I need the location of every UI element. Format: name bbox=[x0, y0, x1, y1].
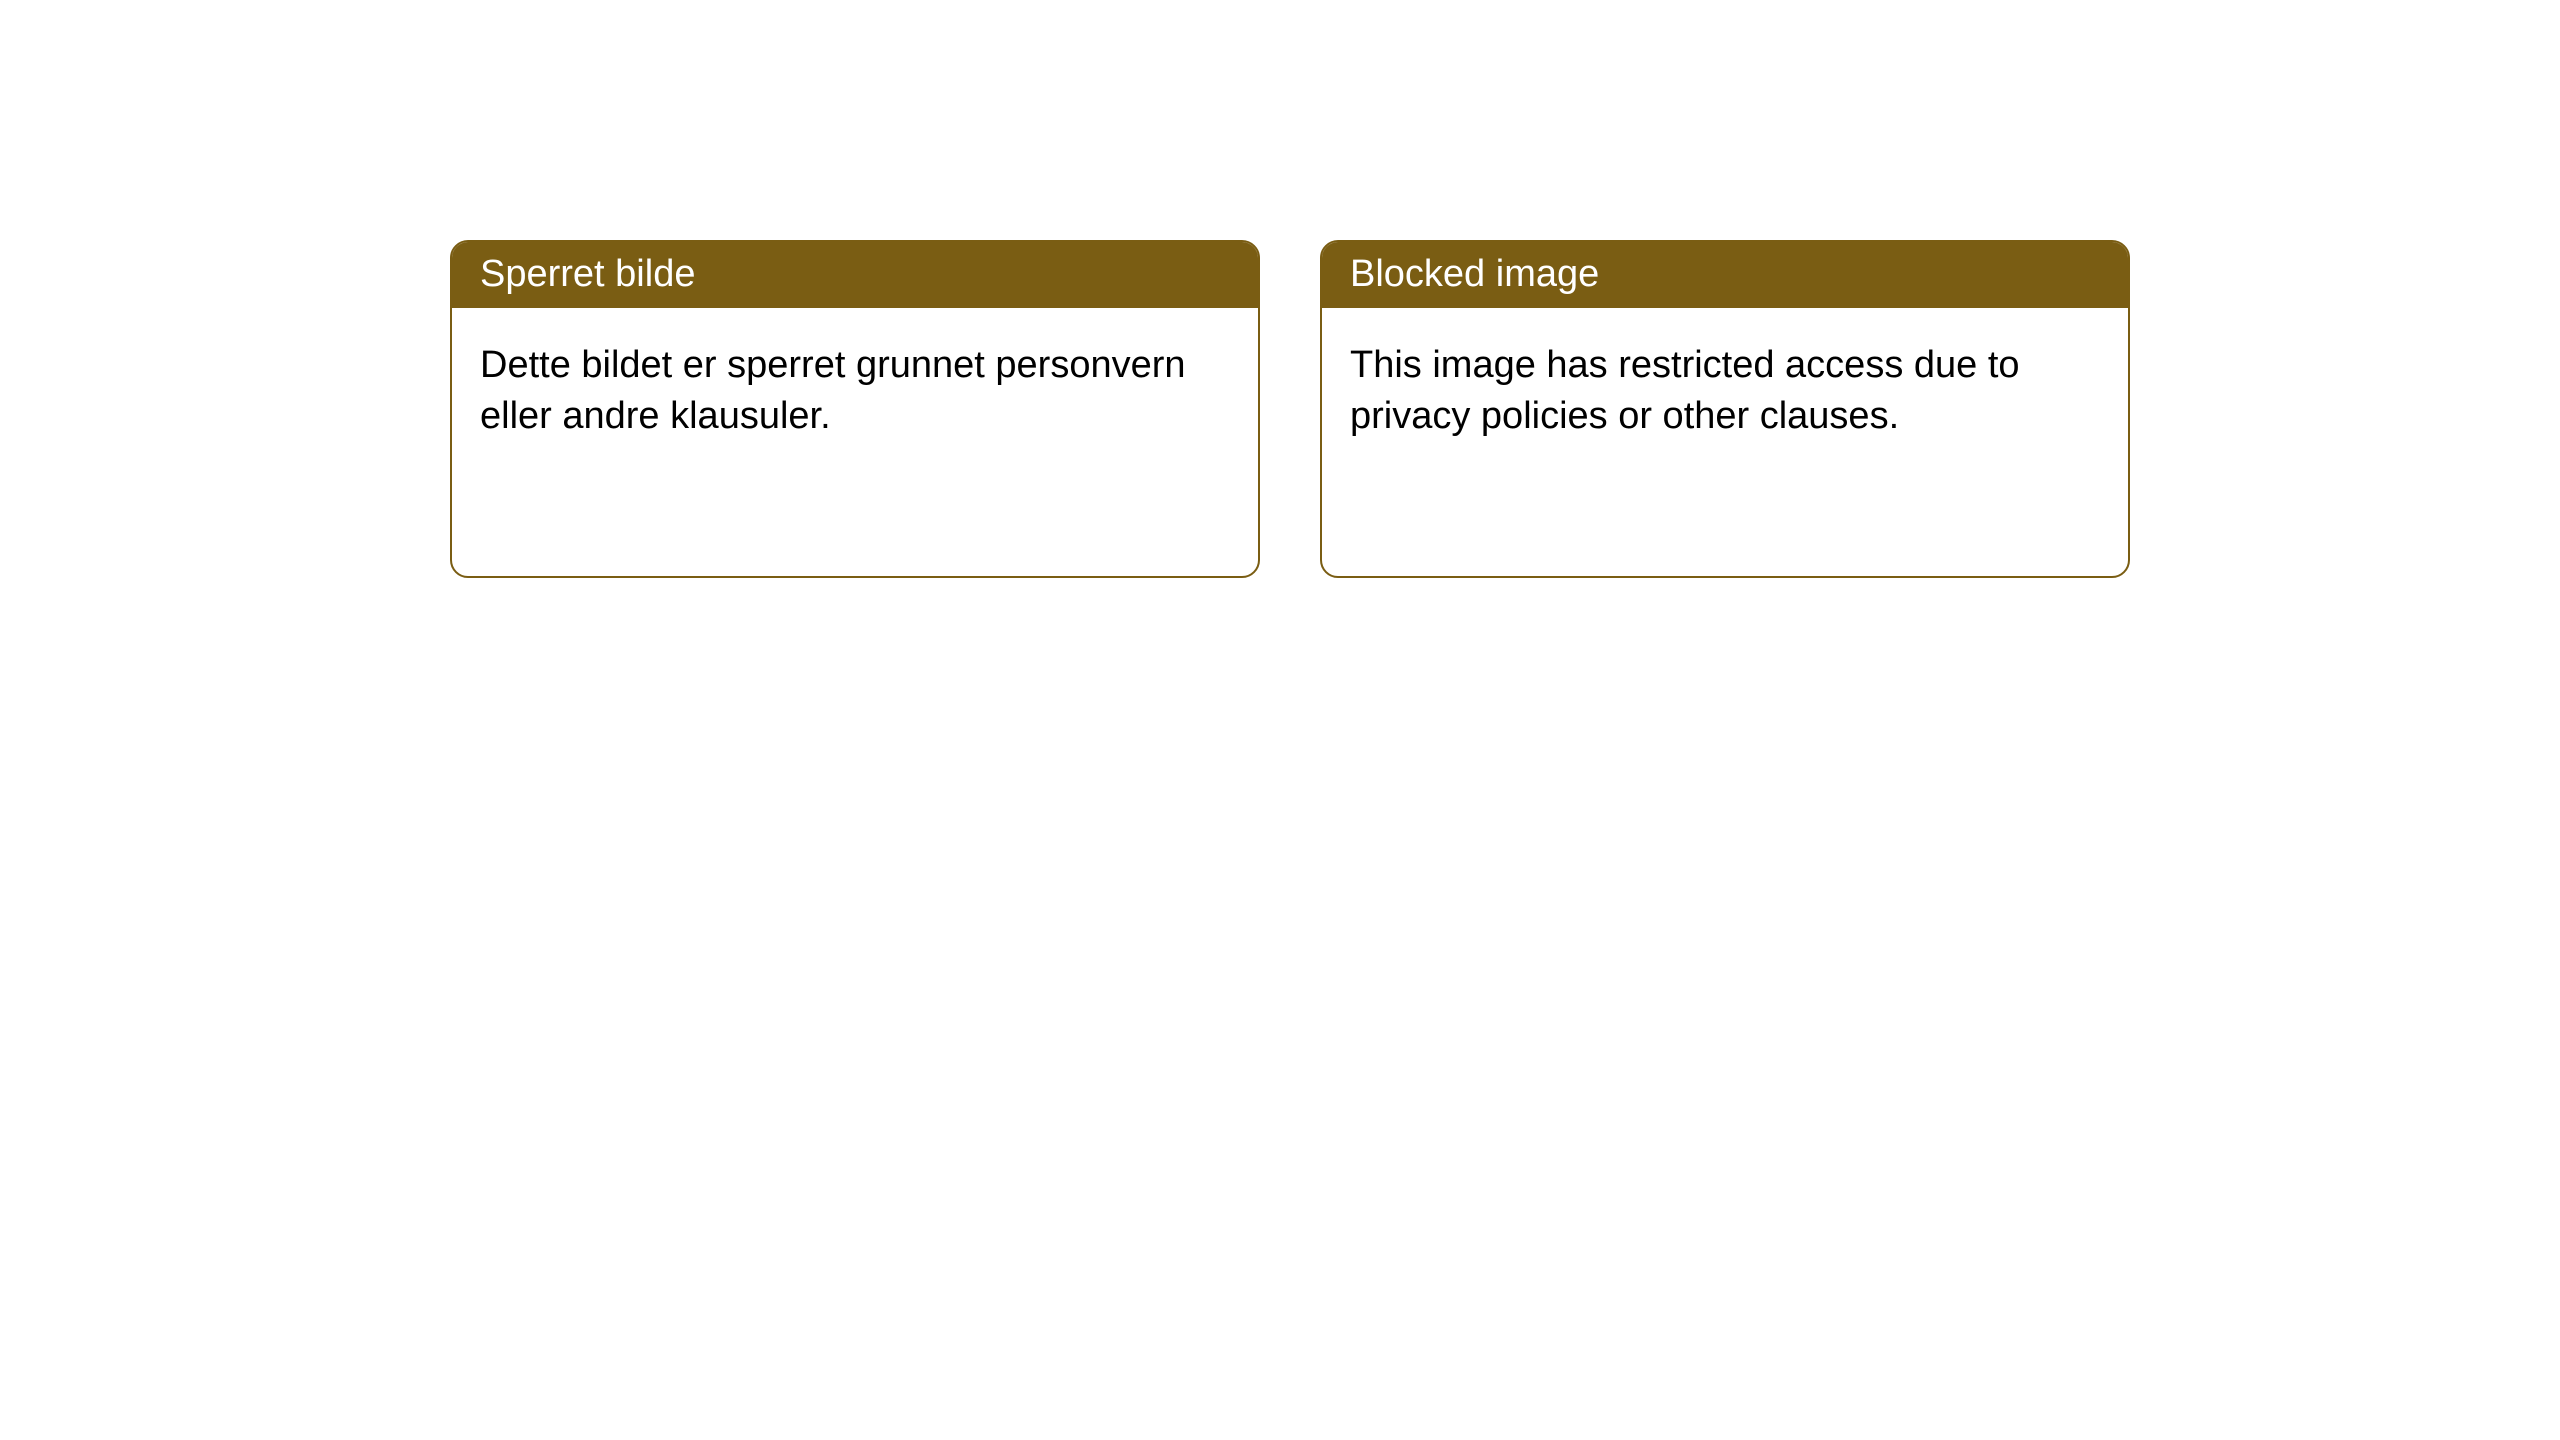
notice-body: This image has restricted access due to … bbox=[1322, 308, 2128, 475]
notice-container: Sperret bilde Dette bildet er sperret gr… bbox=[0, 0, 2560, 578]
notice-card-norwegian: Sperret bilde Dette bildet er sperret gr… bbox=[450, 240, 1260, 578]
notice-title: Sperret bilde bbox=[452, 242, 1258, 308]
notice-title: Blocked image bbox=[1322, 242, 2128, 308]
notice-body: Dette bildet er sperret grunnet personve… bbox=[452, 308, 1258, 475]
notice-card-english: Blocked image This image has restricted … bbox=[1320, 240, 2130, 578]
